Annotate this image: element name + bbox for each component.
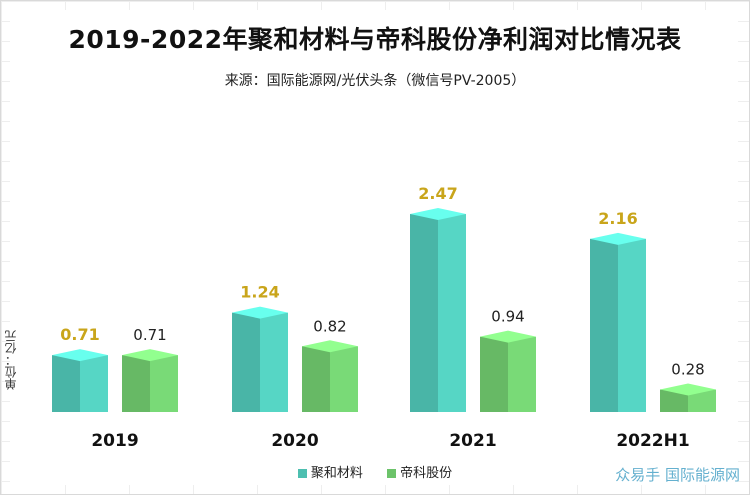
- legend-swatch-dike: [387, 469, 397, 478]
- bar-dike-2021-top: [480, 330, 536, 343]
- bar-juhe-2022H1-right-face: [618, 238, 646, 412]
- bar-juhe-2019-right-face: [80, 355, 108, 412]
- data-label-dike-2019: 0.71: [133, 326, 166, 344]
- bar-dike-2021-right-face: [508, 336, 536, 412]
- bar-juhe-2021: [410, 214, 438, 412]
- bar-juhe-2021-right-face: [438, 214, 466, 412]
- data-label-dike-2022H1: 0.28: [671, 361, 704, 379]
- legend: 聚和材料 帝科股份: [0, 462, 750, 481]
- bar-juhe-2019: [52, 355, 80, 412]
- chart-subtitle: 来源：国际能源网/光伏头条（微信号PV-2005）: [224, 73, 526, 89]
- bar-juhe-2022H1-top: [590, 232, 646, 245]
- data-label-juhe-2021: 2.47: [418, 184, 457, 203]
- watermark-logo: 众易手 国际能源网: [615, 466, 740, 484]
- data-label-juhe-2020: 1.24: [240, 283, 279, 302]
- legend-label-dike: 帝科股份: [400, 466, 453, 481]
- bar-juhe-2019-top: [52, 349, 108, 362]
- bar-dike-2021: [480, 336, 508, 412]
- bar-dike-2020-right-face: [330, 346, 358, 412]
- legend-label-juhe: 聚和材料: [310, 466, 363, 481]
- bar-dike-2019: [122, 355, 150, 412]
- bar-juhe-2020-top: [232, 306, 288, 319]
- data-label-juhe-2022H1: 2.16: [598, 209, 637, 228]
- data-label-dike-2020: 0.82: [313, 317, 346, 335]
- bar-dike-2019-right-face: [150, 355, 178, 412]
- x-tick-label-2022H1: 2022H1: [616, 431, 689, 451]
- bar-dike-2022H1-top: [660, 383, 716, 396]
- bar-juhe-2022H1: [590, 238, 618, 412]
- bar-juhe-2020: [232, 312, 260, 412]
- bar-dike-2019-top: [122, 349, 178, 362]
- bar-dike-2022H1: [660, 389, 688, 412]
- bar-dike-2020-top: [302, 340, 358, 353]
- legend-item-dike: 帝科股份: [387, 462, 452, 481]
- bar-juhe-2020-right-face: [260, 312, 288, 412]
- x-tick-label-2020: 2020: [271, 431, 318, 451]
- x-tick-label-2019: 2019: [91, 431, 138, 451]
- data-label-juhe-2019: 0.71: [60, 325, 99, 344]
- bar-dike-2020: [302, 346, 330, 412]
- legend-item-juhe: 聚和材料: [297, 462, 363, 481]
- x-tick-label-2021: 2021: [449, 431, 496, 451]
- chart-title: 2019-2022年聚和材料与帝科股份净利润对比情况表: [68, 25, 682, 54]
- data-label-dike-2021: 0.94: [491, 308, 524, 326]
- legend-swatch-juhe: [297, 469, 307, 478]
- bar-dike-2022H1-right-face: [688, 389, 716, 412]
- bar-juhe-2021-top: [410, 208, 466, 220]
